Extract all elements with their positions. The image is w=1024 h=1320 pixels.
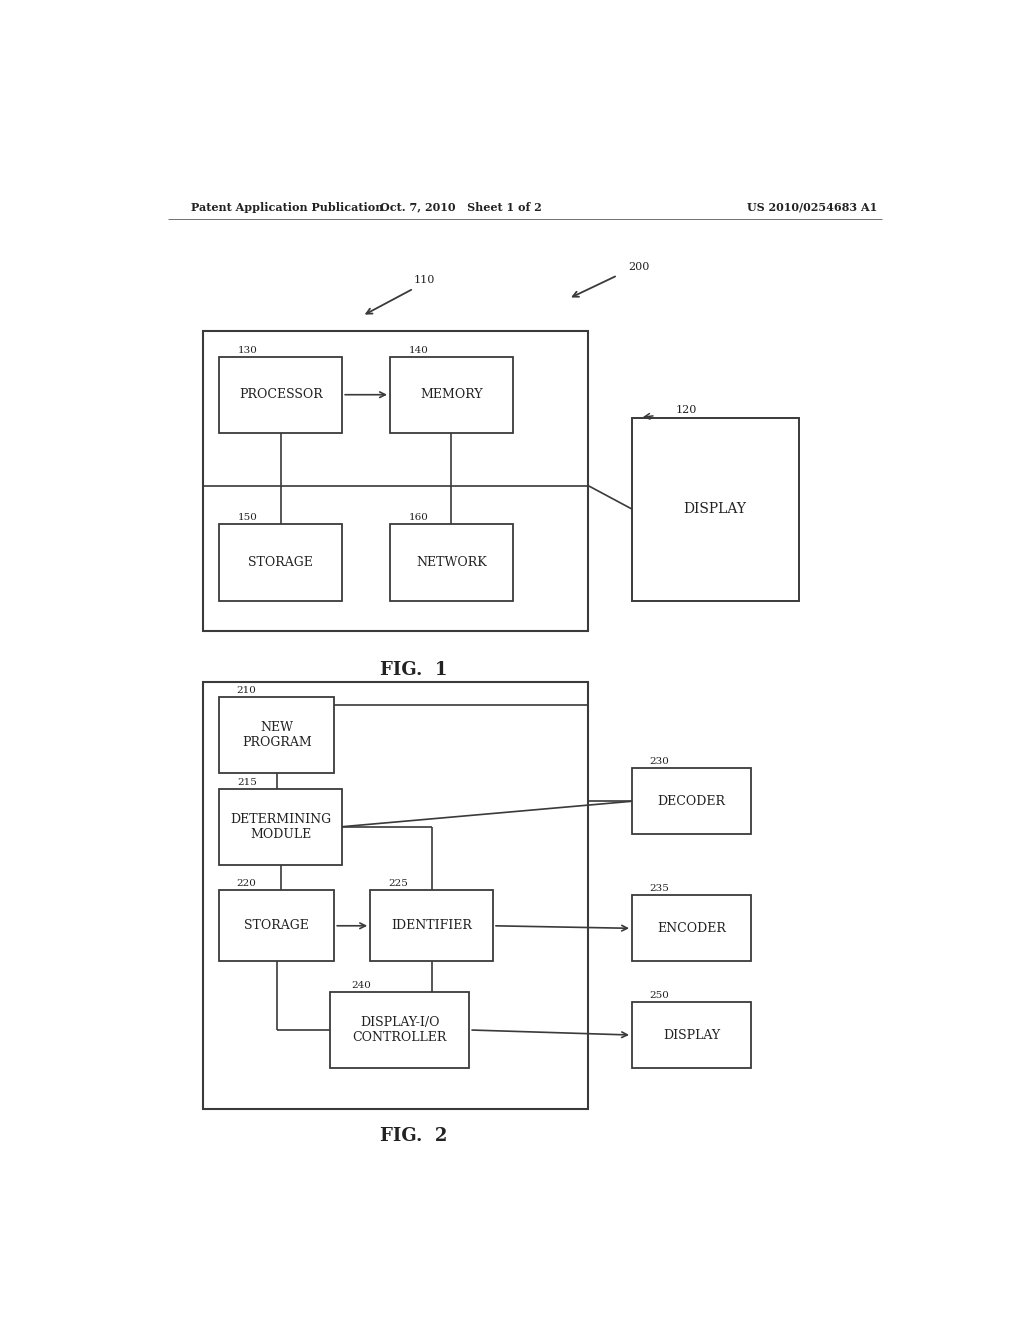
Text: 120: 120 xyxy=(676,404,697,414)
Text: PROCESSOR: PROCESSOR xyxy=(239,388,323,401)
Text: 200: 200 xyxy=(628,263,649,272)
Text: 160: 160 xyxy=(409,513,428,523)
Text: 225: 225 xyxy=(388,879,409,888)
Text: 140: 140 xyxy=(409,346,428,355)
Text: 220: 220 xyxy=(237,879,256,888)
Text: 235: 235 xyxy=(650,884,670,894)
Text: 210: 210 xyxy=(237,686,256,696)
Text: DISPLAY: DISPLAY xyxy=(684,502,746,516)
Bar xyxy=(331,991,469,1068)
Bar xyxy=(390,356,513,433)
Text: STORAGE: STORAGE xyxy=(245,919,309,932)
Bar xyxy=(632,1002,751,1068)
Text: Patent Application Publication: Patent Application Publication xyxy=(191,202,384,213)
Bar xyxy=(219,788,342,865)
Text: MEMORY: MEMORY xyxy=(420,388,482,401)
Bar xyxy=(219,697,334,774)
Text: 110: 110 xyxy=(414,276,435,285)
Text: DECODER: DECODER xyxy=(657,795,725,808)
Bar xyxy=(390,524,513,601)
Text: DISPLAY-I/O
CONTROLLER: DISPLAY-I/O CONTROLLER xyxy=(352,1016,447,1044)
Bar xyxy=(370,890,494,961)
Text: STORAGE: STORAGE xyxy=(249,556,313,569)
Bar xyxy=(219,356,342,433)
Text: DETERMINING
MODULE: DETERMINING MODULE xyxy=(230,813,332,841)
Text: NETWORK: NETWORK xyxy=(416,556,486,569)
Text: US 2010/0254683 A1: US 2010/0254683 A1 xyxy=(748,202,878,213)
Bar xyxy=(632,417,799,601)
Bar xyxy=(632,895,751,961)
Bar xyxy=(204,331,588,631)
Text: 130: 130 xyxy=(238,346,258,355)
Text: 150: 150 xyxy=(238,513,258,523)
Bar xyxy=(204,682,588,1109)
Text: 215: 215 xyxy=(238,777,258,787)
Text: IDENTIFIER: IDENTIFIER xyxy=(391,919,472,932)
Text: 240: 240 xyxy=(351,981,371,990)
Text: NEW
PROGRAM: NEW PROGRAM xyxy=(242,721,311,750)
Text: 250: 250 xyxy=(650,991,670,1001)
Text: DISPLAY: DISPLAY xyxy=(663,1028,720,1041)
Text: ENCODER: ENCODER xyxy=(657,921,726,935)
Text: Oct. 7, 2010   Sheet 1 of 2: Oct. 7, 2010 Sheet 1 of 2 xyxy=(381,202,542,213)
Bar xyxy=(219,524,342,601)
Bar xyxy=(219,890,334,961)
Text: 230: 230 xyxy=(650,758,670,766)
Text: FIG.  2: FIG. 2 xyxy=(380,1127,447,1146)
Bar xyxy=(632,768,751,834)
Text: FIG.  1: FIG. 1 xyxy=(380,660,447,678)
